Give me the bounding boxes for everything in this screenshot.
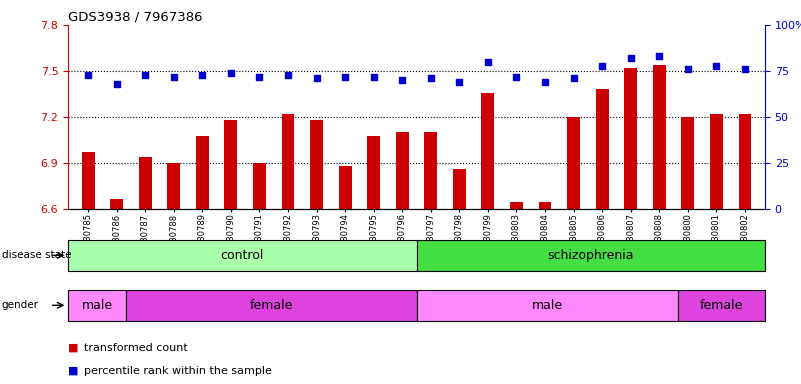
Point: [396, 77, 409, 83]
Bar: [68, 240, 417, 271]
Point: [567, 75, 580, 81]
Text: percentile rank within the sample: percentile rank within the sample: [84, 366, 272, 376]
Bar: [127, 290, 417, 321]
Bar: [396, 132, 409, 209]
Bar: [567, 117, 580, 209]
Text: male: male: [532, 299, 563, 312]
Bar: [339, 166, 352, 209]
Bar: [678, 290, 765, 321]
Text: GDS3938 / 7967386: GDS3938 / 7967386: [68, 11, 203, 24]
Point: [425, 75, 437, 81]
Point: [739, 66, 751, 72]
Text: transformed count: transformed count: [84, 343, 188, 353]
Bar: [196, 136, 209, 209]
Point: [653, 53, 666, 60]
Text: ■: ■: [68, 366, 78, 376]
Point: [310, 75, 323, 81]
Bar: [425, 132, 437, 209]
Bar: [653, 65, 666, 209]
Point: [453, 79, 465, 85]
Point: [596, 63, 609, 69]
Point: [282, 72, 295, 78]
Point: [111, 81, 123, 87]
Point: [624, 55, 637, 61]
Point: [510, 73, 523, 79]
Point: [167, 73, 180, 79]
Bar: [510, 202, 523, 209]
Text: control: control: [220, 249, 264, 262]
Point: [368, 73, 380, 79]
Point: [82, 72, 95, 78]
Text: female: female: [700, 299, 743, 312]
Bar: [417, 290, 678, 321]
Point: [538, 79, 551, 85]
Bar: [538, 202, 551, 209]
Bar: [682, 117, 694, 209]
Bar: [453, 169, 466, 209]
Text: disease state: disease state: [2, 250, 71, 260]
Text: ■: ■: [68, 343, 78, 353]
Text: gender: gender: [2, 300, 38, 310]
Bar: [82, 152, 95, 209]
Bar: [367, 136, 380, 209]
Bar: [282, 114, 295, 209]
Bar: [739, 114, 751, 209]
Point: [224, 70, 237, 76]
Bar: [167, 163, 180, 209]
Text: male: male: [82, 299, 113, 312]
Bar: [624, 68, 637, 209]
Point: [196, 72, 209, 78]
Point: [139, 72, 151, 78]
Point: [710, 63, 723, 69]
Bar: [253, 163, 266, 209]
Bar: [224, 120, 237, 209]
Bar: [310, 120, 323, 209]
Text: schizophrenia: schizophrenia: [548, 249, 634, 262]
Point: [481, 59, 494, 65]
Bar: [481, 93, 494, 209]
Point: [253, 73, 266, 79]
Bar: [596, 89, 609, 209]
Bar: [417, 240, 765, 271]
Bar: [710, 114, 723, 209]
Point: [339, 73, 352, 79]
Bar: [111, 199, 123, 209]
Bar: [139, 157, 151, 209]
Bar: [68, 290, 127, 321]
Text: female: female: [250, 299, 293, 312]
Point: [682, 66, 694, 72]
